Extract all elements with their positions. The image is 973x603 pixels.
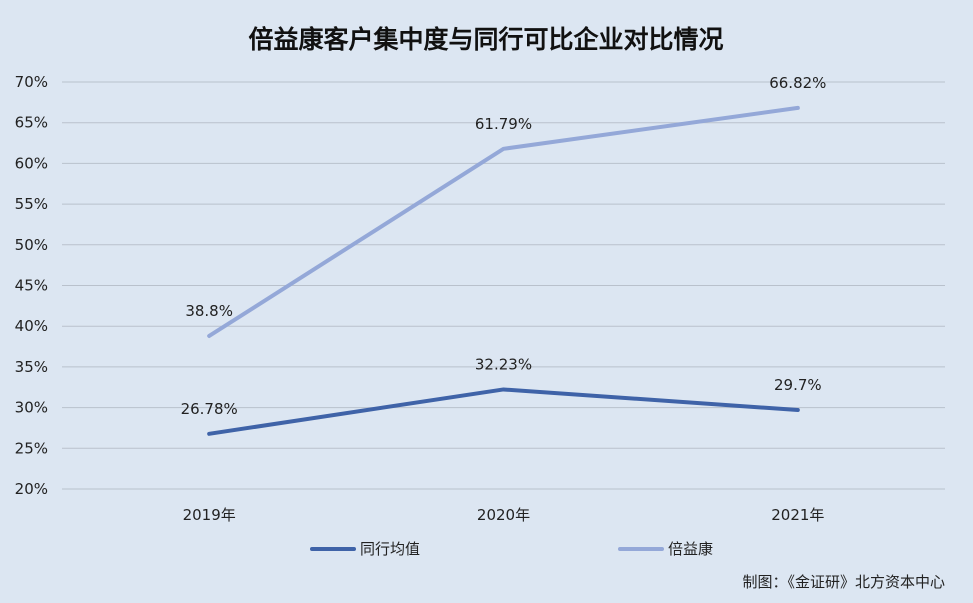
y-tick-label: 25% (15, 439, 48, 457)
y-tick-label: 40% (15, 317, 48, 335)
series-line-1 (207, 387, 800, 436)
y-tick-label: 30% (15, 399, 48, 417)
data-label: 32.23% (475, 355, 532, 373)
chart-credit: 制图：《金证研》北方资本中心 (742, 573, 945, 591)
y-tick-label: 65% (15, 114, 48, 132)
data-labels: 26.78% 32.23% 29.7% 38.8% 61.79% 66.82% (181, 74, 827, 418)
y-tick-label: 45% (15, 277, 48, 295)
legend-label: 同行均值 (360, 540, 420, 558)
y-tick-label: 35% (15, 358, 48, 376)
legend: 同行均值 倍益康 (310, 540, 713, 558)
data-label: 61.79% (475, 115, 532, 133)
x-tick-label: 2020年 (477, 506, 530, 524)
data-label: 29.7% (774, 376, 822, 394)
legend-label: 倍益康 (668, 540, 713, 558)
data-label: 38.8% (185, 302, 233, 320)
y-tick-label: 70% (15, 73, 48, 91)
y-axis: 20% 25% 30% 35% 40% 45% 50% 55% 60% 65% 70% (15, 73, 48, 498)
y-tick-label: 50% (15, 236, 48, 254)
data-label: 26.78% (181, 400, 238, 418)
series-line-2 (207, 105, 800, 338)
x-tick-label: 2021年 (771, 506, 824, 524)
y-tick-label: 20% (15, 480, 48, 498)
x-tick-label: 2019年 (183, 506, 236, 524)
chart-title: 倍益康客户集中度与同行可比企业对比情况 (248, 25, 723, 54)
y-tick-label: 60% (15, 154, 48, 172)
data-label: 66.82% (769, 74, 826, 92)
y-tick-label: 55% (15, 195, 48, 213)
gridlines (62, 81, 945, 490)
x-axis: 2019年 2020年 2021年 (183, 506, 825, 524)
series-lines (207, 105, 800, 436)
